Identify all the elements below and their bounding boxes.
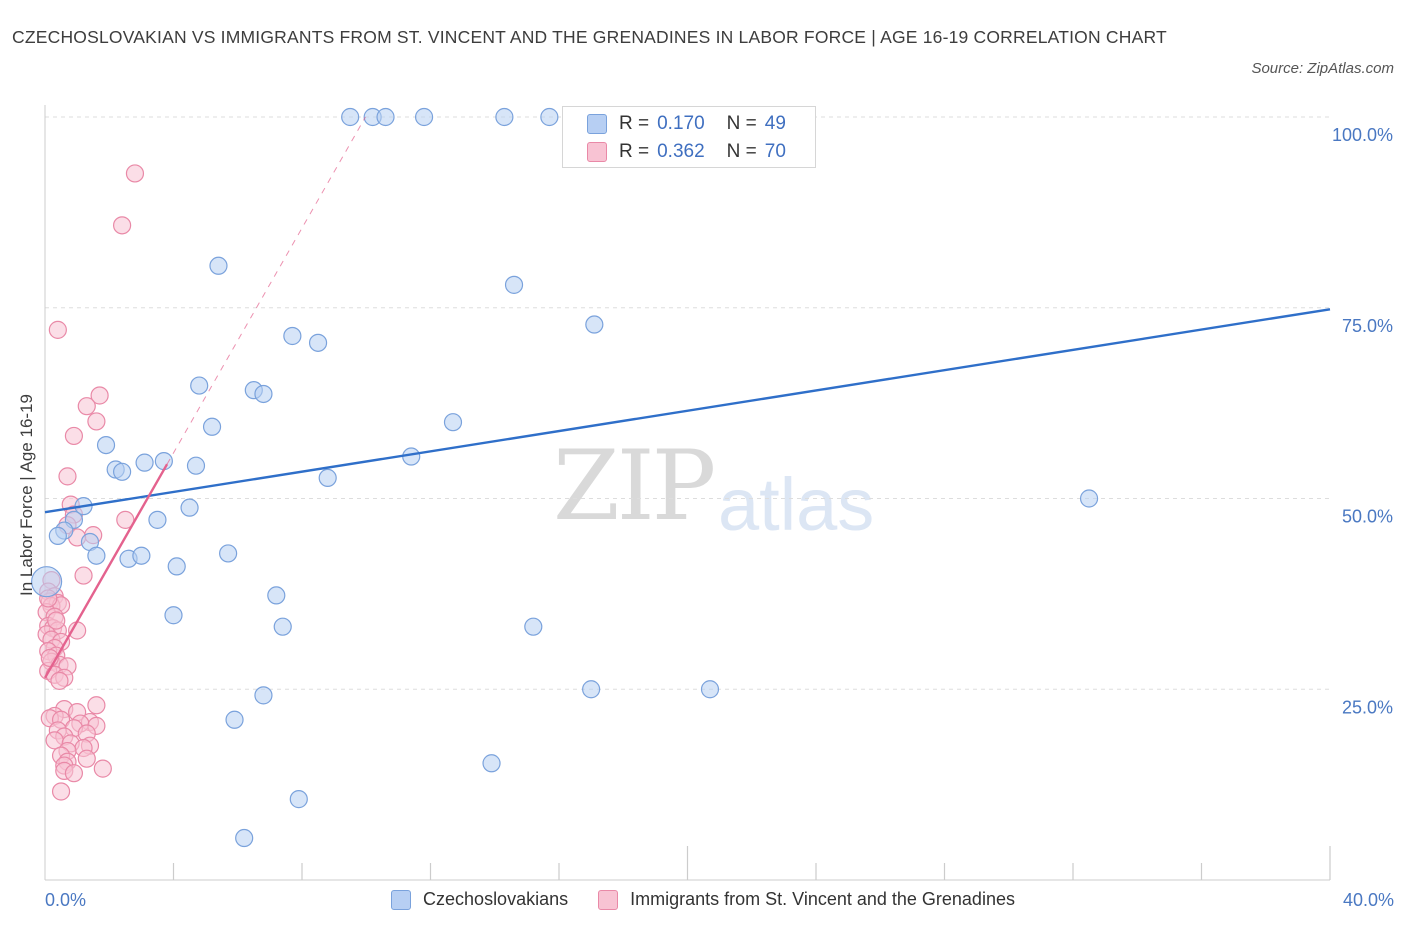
pink-point [58,467,77,486]
pink-point [90,386,109,405]
blue-point [148,510,167,529]
axis-layer [44,105,1331,881]
blue-point [504,275,524,294]
blue-point [254,384,273,404]
n-value: 49 [764,113,786,134]
series-legend: Czechoslovakians Immigrants from St. Vin… [0,889,1406,910]
pink-point [125,164,145,183]
blue-point [585,315,604,334]
blue-point [318,468,337,487]
pink-point [74,566,93,585]
blue-point [48,526,67,545]
pink-point [64,764,84,783]
pink-point [48,320,67,339]
chart-title: CZECHOSLOVAKIAN VS IMMIGRANTS FROM ST. V… [12,27,1167,47]
r-value: 0.170 [657,113,705,134]
legend-label: Czechoslovakians [423,889,569,909]
blue-point [289,790,308,809]
blue-point [180,498,199,517]
pink-swatch [587,142,607,162]
blue-point [154,452,173,471]
blue-point [341,107,360,127]
legend-row-czechoslovakians: R = 0.170 N = 49 [587,112,786,136]
blue-point [700,680,720,699]
blue-point [540,107,559,127]
pink-point [47,611,66,630]
blue-point [1079,489,1099,508]
y-tick-label: 50.0% [1342,507,1393,527]
blue-point [482,754,501,773]
pink-point [87,696,106,715]
blue-point [524,617,543,636]
blue-point [414,107,434,127]
blue-point [190,376,209,395]
pink-trend-line [43,463,169,679]
watermark-zip: ZIP [553,430,716,542]
pink-point [51,782,71,801]
n-label: N = [726,141,757,162]
legend-label: Immigrants from St. Vincent and the Gren… [630,889,1015,909]
watermark-atlas: atlas [718,463,875,546]
blue-point [164,606,183,625]
x-tick-label-max: 40.0% [1342,890,1394,910]
blue-points-layer [31,107,1099,848]
source-label: Source: ZipAtlas.com [1251,60,1394,77]
pink-points-layer [37,164,145,801]
blue-point [31,566,63,598]
blue-point [96,435,116,455]
blue-point [219,544,238,563]
grid-layer [45,116,1330,690]
blue-point [112,462,132,481]
pink-point [50,671,69,690]
legend-item-czechoslovakians[interactable]: Czechoslovakians [391,889,568,910]
y-tick-label: 25.0% [1342,697,1393,717]
blue-point [495,107,514,127]
blue-point [376,107,395,127]
r-label: R = [619,113,650,134]
pink-point [64,426,84,446]
blue-point [273,617,292,636]
n-label: N = [726,113,757,134]
blue-point [443,413,463,432]
blue-point [186,456,206,475]
blue-point [225,710,244,729]
blue-swatch [391,889,412,910]
pink-trend-extension [166,116,366,465]
pink-point [116,510,135,529]
legend-row-immigrants: R = 0.362 N = 70 [587,140,786,164]
blue-point [267,586,286,605]
trend-layer [43,116,1331,679]
blue-point [209,256,228,275]
blue-point [202,417,222,436]
y-axis-title: In Labor Force | Age 16-19 [17,394,36,596]
blue-point [167,557,186,576]
correlation-legend: R = 0.170 N = 49 R = 0.362 N = 70 [562,106,816,168]
blue-point [582,680,601,699]
legend-item-immigrants[interactable]: Immigrants from St. Vincent and the Gren… [598,889,1015,910]
pink-swatch [598,889,619,910]
pink-point [93,759,112,778]
x-tick-label-min: 0.0% [45,890,87,910]
blue-trend-line [44,308,1331,514]
r-label: R = [619,141,650,162]
blue-point [132,546,151,565]
blue-swatch [587,114,607,134]
r-value: 0.362 [657,141,705,162]
pink-point [77,397,96,416]
pink-point [77,749,96,768]
n-value: 70 [764,141,786,162]
y-tick-label: 75.0% [1342,316,1393,336]
blue-point [254,686,273,705]
pink-point [112,216,132,235]
blue-point [308,333,328,352]
tick-label-layer: 25.0% 50.0% 75.0% 100.0% [1332,125,1393,717]
blue-point [87,546,106,565]
blue-point [235,828,254,848]
blue-point [135,453,154,472]
pink-point [87,412,106,431]
y-tick-label: 100.0% [1332,125,1393,145]
blue-point [283,326,302,346]
